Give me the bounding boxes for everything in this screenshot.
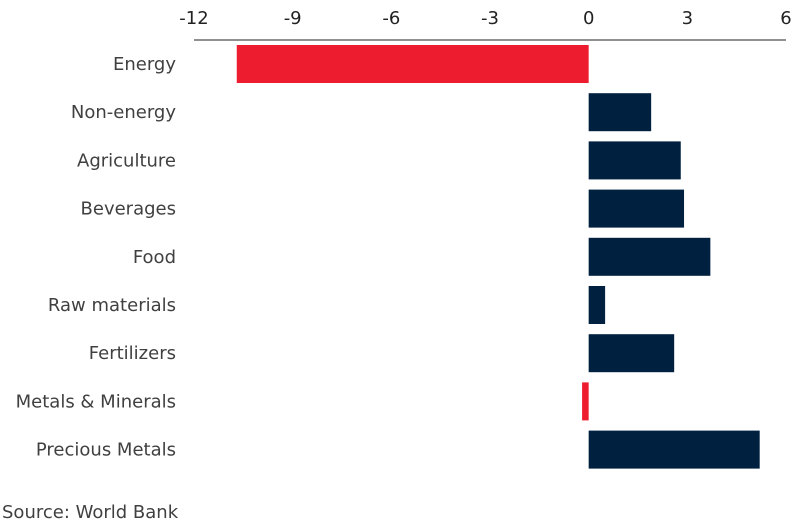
x-axis-ticks: -12 -9 -6 -3 0 3 6: [179, 8, 791, 29]
x-tick-label: -12: [179, 8, 208, 29]
bars: [236, 45, 760, 469]
bar-fertilizers: [588, 334, 675, 373]
x-tick-label: 3: [682, 8, 693, 29]
x-tick-label: -6: [382, 8, 400, 29]
category-label: Metals & Minerals: [16, 391, 176, 412]
bar-beverages: [588, 189, 685, 228]
bar-food: [588, 237, 711, 276]
category-label: Food: [133, 247, 176, 268]
category-label: Energy: [113, 54, 176, 75]
x-tick-label: -3: [481, 8, 499, 29]
x-tick-label: -9: [284, 8, 302, 29]
bar-agriculture: [588, 141, 681, 180]
category-label: Precious Metals: [36, 440, 176, 461]
bar-precious-metals: [588, 430, 760, 469]
bar-non-energy: [588, 93, 652, 132]
category-label: Fertilizers: [89, 343, 176, 364]
source-note: Source: World Bank: [2, 502, 179, 523]
bar-energy: [236, 45, 589, 83]
bar-raw-materials: [588, 286, 606, 324]
category-label: Agriculture: [77, 150, 176, 171]
category-labels: Energy Non-energy Agriculture Beverages Food…: [16, 54, 177, 461]
bar-metals-minerals: [582, 382, 589, 421]
category-label: Beverages: [81, 199, 176, 220]
category-label: Non-energy: [71, 102, 176, 123]
x-tick-label: 6: [780, 8, 791, 29]
x-tick-label: 0: [583, 8, 594, 29]
category-label: Raw materials: [48, 295, 176, 316]
